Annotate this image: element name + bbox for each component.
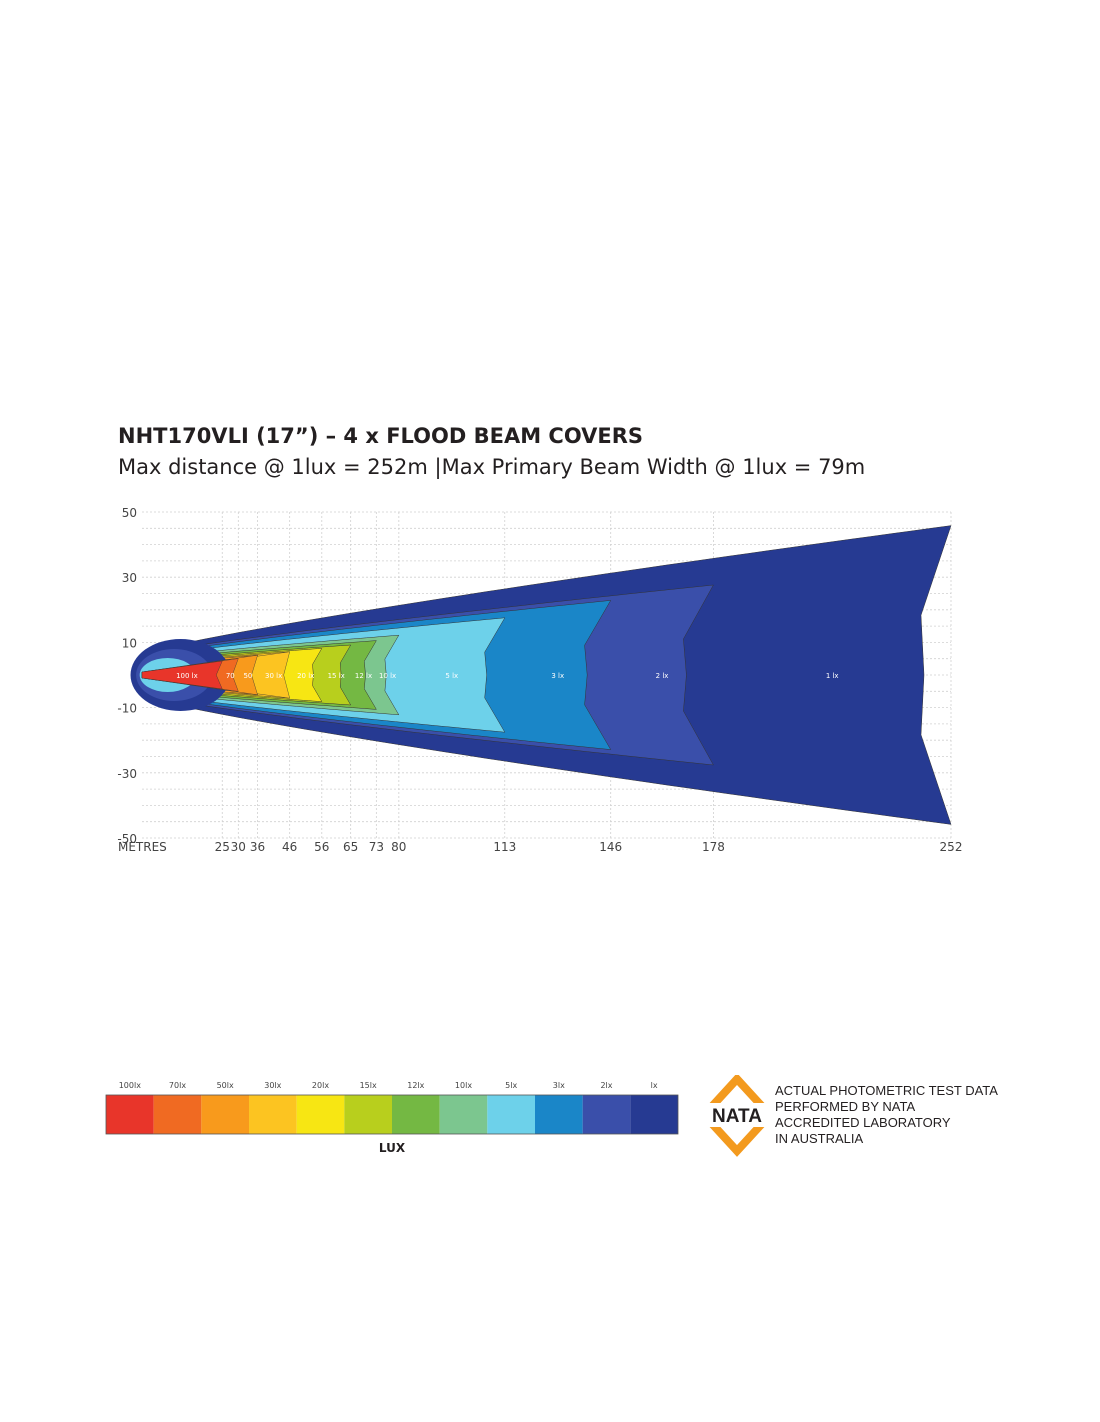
x-tick-label: 80 (391, 840, 406, 854)
legend-swatch (582, 1095, 631, 1134)
zone-label: 1 lx (826, 672, 839, 680)
y-tick-label: 10 (122, 636, 137, 650)
lux-legend: 100lx 70lx 50lx 30lx 20lx 15lx 12lx 10lx 5lx 3lx 2… (105, 1081, 679, 1155)
legend-swatch (439, 1095, 488, 1134)
nata-logo-text: NATA (712, 1106, 762, 1127)
nata-logo: NATA (698, 1073, 776, 1157)
zone-label: 15 lx (328, 672, 345, 680)
beam-pattern-chart: 100 lx 70 50 30 lx 20 lx 15 lx 12 lx 10 lx 5 lx 3… (117, 506, 962, 854)
legend-swatch (487, 1095, 535, 1134)
x-tick-label: 25 (215, 840, 230, 854)
x-tick-label: 65 (343, 840, 358, 854)
legend-label: 5lx (505, 1081, 517, 1090)
legend-label: 70lx (169, 1081, 186, 1090)
legend-label: 15lx (360, 1081, 377, 1090)
legend-label: 3lx (553, 1081, 565, 1090)
y-tick-label: -50 (117, 832, 137, 846)
legend-label: 10lx (455, 1081, 472, 1090)
legend-label: 12lx (407, 1081, 424, 1090)
chart-subtitle: Max distance @ 1lux = 252m |Max Primary … (118, 455, 866, 479)
nata-line: IN AUSTRALIA (775, 1131, 864, 1146)
legend-swatch (392, 1095, 440, 1134)
legend-label: lx (651, 1081, 658, 1090)
legend-frame (105, 1094, 679, 1135)
beam-core (141, 660, 223, 690)
x-tick-label: 56 (314, 840, 329, 854)
legend-label: 30lx (264, 1081, 281, 1090)
legend-swatch (106, 1095, 154, 1134)
nata-line: ACTUAL PHOTOMETRIC TEST DATA (775, 1083, 998, 1098)
zone-label: 70 (226, 672, 235, 680)
y-tick-label: -30 (117, 767, 137, 781)
legend-label: 20lx (312, 1081, 329, 1090)
x-axis: METRES 25 30 36 46 56 65 73 80 113 146 178 252 (118, 840, 962, 854)
x-tick-label: 73 (369, 840, 384, 854)
y-axis: 50 30 10 -10 -30 -50 (117, 506, 137, 846)
y-tick-label: 50 (122, 506, 137, 520)
nata-statement: ACTUAL PHOTOMETRIC TEST DATA PERFORMED B… (775, 1083, 998, 1147)
legend-swatch (535, 1095, 583, 1134)
x-tick-label: 46 (282, 840, 297, 854)
legend-swatch (201, 1095, 249, 1134)
zone-label: 20 lx (297, 672, 314, 680)
zone-label: 2 lx (656, 672, 669, 680)
zone-label: 10 lx (379, 672, 396, 680)
x-tick-label: 252 (940, 840, 963, 854)
legend-label: 50lx (217, 1081, 234, 1090)
x-tick-label: 113 (493, 840, 516, 854)
zone-label: 5 lx (445, 672, 458, 680)
zone-label: 3 lx (551, 672, 564, 680)
y-tick-label: 30 (122, 571, 137, 585)
chart-title: NHT170VLI (17”) – 4 x FLOOD BEAM COVERS (118, 424, 644, 448)
zone-label: 50 (243, 672, 252, 680)
legend-label: 100lx (119, 1081, 141, 1090)
nata-badge: NATA ACTUAL PHOTOMETRIC TEST DATA PERFOR… (698, 1073, 1020, 1165)
y-tick-label: -10 (117, 702, 137, 716)
legend-caption: LUX (379, 1141, 406, 1155)
legend-swatch (630, 1095, 678, 1134)
zone-labels: 100 lx 70 50 30 lx 20 lx 15 lx 12 lx 10 lx 5 lx 3… (176, 672, 839, 680)
legend-swatch (344, 1095, 392, 1134)
nata-line: PERFORMED BY NATA (775, 1099, 916, 1114)
legend-label: 2lx (600, 1081, 612, 1090)
legend-swatch (296, 1095, 345, 1134)
legend-swatch (153, 1095, 202, 1134)
x-axis-label: METRES (118, 840, 167, 854)
x-tick-label: 36 (250, 840, 265, 854)
zone-label: 100 lx (176, 672, 198, 680)
legend-swatch (249, 1095, 297, 1134)
x-tick-label: 178 (702, 840, 725, 854)
zone-label: 12 lx (355, 672, 372, 680)
zone-label: 30 lx (265, 672, 282, 680)
nata-line: ACCREDITED LABORATORY (775, 1115, 951, 1130)
x-tick-label: 30 (231, 840, 246, 854)
x-tick-label: 146 (599, 840, 622, 854)
beam-zones (130, 525, 952, 825)
